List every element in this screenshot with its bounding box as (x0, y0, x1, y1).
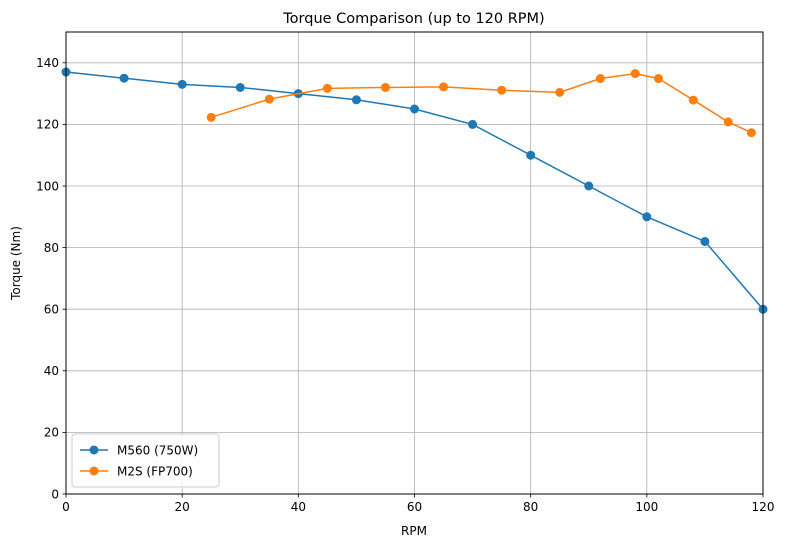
chart-title: Torque Comparison (up to 120 RPM) (282, 11, 544, 27)
x-tick-label: 120 (752, 500, 775, 514)
data-point (700, 236, 710, 246)
data-point (439, 82, 449, 92)
legend-marker (89, 445, 99, 455)
legend: M560 (750W) M2S (FP700) (71, 433, 220, 488)
y-tick-label: 60 (44, 303, 59, 317)
data-point (177, 79, 187, 89)
y-axis-title: Torque (Nm) (9, 226, 23, 301)
y-tick-label: 140 (36, 56, 59, 70)
data-point (380, 82, 390, 92)
y-tick-label: 20 (44, 426, 59, 440)
data-point (595, 74, 605, 84)
data-point (746, 128, 756, 138)
x-tick-label: 0 (62, 500, 70, 514)
data-point (206, 112, 216, 122)
series-layer (61, 67, 768, 314)
x-tick-label: 100 (635, 500, 658, 514)
data-point (584, 181, 594, 191)
data-point (322, 83, 332, 93)
series-line (210, 72, 752, 134)
legend-box (71, 433, 220, 488)
data-point (526, 150, 536, 160)
data-point (119, 73, 129, 83)
data-point (468, 119, 478, 129)
x-tick-label: 40 (291, 500, 306, 514)
y-tick-label: 120 (36, 118, 59, 132)
legend-label: M2S (FP700) (117, 465, 193, 479)
data-point (351, 95, 361, 105)
y-tick-label: 40 (44, 364, 59, 378)
data-point (630, 69, 640, 79)
y-tick-label: 0 (51, 487, 59, 501)
data-point (264, 94, 274, 104)
grid (65, 32, 764, 495)
ticks: 0 20 40 60 80 100 120 0 20 40 60 80 100 120 140 (36, 56, 774, 514)
legend-marker (89, 466, 99, 476)
x-axis-title: RPM (401, 524, 427, 538)
data-point (497, 85, 507, 95)
data-point (235, 82, 245, 92)
data-point (688, 95, 698, 105)
data-point (555, 87, 565, 97)
data-point (410, 104, 419, 114)
x-tick-label: 80 (523, 500, 538, 514)
data-point (723, 117, 733, 127)
series-1 (206, 69, 756, 138)
data-point (642, 212, 652, 222)
legend-label: M560 (750W) (117, 444, 198, 458)
y-tick-label: 80 (44, 241, 59, 255)
x-tick-label: 60 (407, 500, 422, 514)
data-point (653, 74, 663, 84)
x-tick-label: 20 (175, 500, 190, 514)
y-tick-label: 100 (36, 179, 59, 193)
